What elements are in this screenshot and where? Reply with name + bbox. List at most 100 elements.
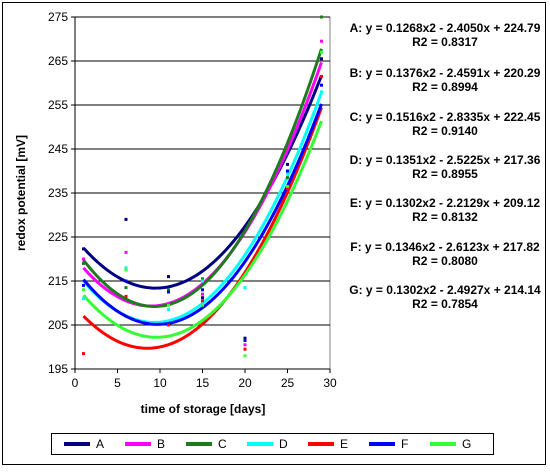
data-point-c (320, 15, 323, 19)
data-point-e (124, 294, 128, 298)
data-point-g (167, 303, 170, 307)
data-point-f (167, 290, 170, 294)
data-point-f (243, 338, 247, 342)
y-tick-label: 235 (48, 186, 68, 200)
equation-text: G: y = 0.1302x2 - 2.4927x + 214.14 (349, 283, 541, 297)
y-tick-label: 275 (48, 10, 68, 24)
data-point-f (82, 283, 85, 287)
y-tick-label: 255 (48, 98, 68, 112)
data-point-c (167, 288, 170, 292)
chart-frame: 195 205 215 225 235 245 255 265 275 0 5 10 15 20 25 30 … (2, 2, 546, 465)
legend-label: E (340, 437, 349, 451)
legend-label: F (401, 437, 409, 451)
equation-text: D: y = 0.1351x2 - 2.5225x + 217.36 (349, 153, 541, 167)
equation-text: C: y = 0.1516x2 - 2.8335x + 222.45 (349, 110, 541, 124)
x-tick-label: 5 (114, 376, 121, 390)
data-point-b (320, 39, 323, 43)
equation-text: B: y = 0.1376x2 - 2.4591x + 220.29 (349, 66, 541, 80)
x-tick-label: 10 (153, 376, 167, 390)
data-point-e (167, 323, 170, 327)
y-axis-title: redox potential [mV] (14, 135, 28, 251)
data-point-e (201, 299, 204, 303)
x-tick-label: 0 (72, 376, 79, 390)
data-point-b (201, 292, 204, 296)
data-point-d (124, 266, 128, 270)
data-point-d (82, 297, 85, 301)
legend-swatch (186, 442, 212, 446)
data-point-c (286, 176, 289, 180)
data-point-g (243, 354, 247, 358)
data-point-g (201, 303, 204, 307)
data-point-b (243, 343, 247, 347)
data-point-e (320, 74, 323, 78)
legend-label: A (96, 437, 105, 451)
data-point-b (82, 257, 85, 261)
legend-swatch (125, 442, 151, 446)
data-point-d (243, 286, 247, 290)
equation-text: E: y = 0.1302x2 - 2.2129x + 209.12 (349, 196, 541, 210)
y-tick-label: 215 (48, 274, 68, 288)
data-points (82, 15, 323, 358)
equation-e: E: y = 0.1302x2 - 2.2129x + 209.12 R2 = 0… (339, 196, 550, 224)
r-squared-text: R2 = 0.8132 (412, 210, 478, 224)
data-point-b (124, 250, 128, 254)
equation-text: A: y = 0.1268x2 - 2.4050x + 224.79 (349, 21, 541, 35)
data-point-d (286, 171, 289, 175)
legend-swatch (308, 442, 334, 446)
legend-label: B (157, 437, 166, 451)
data-point-a (286, 162, 289, 166)
trendlines (82, 48, 323, 350)
r-squared-text: R2 = 0.7854 (412, 297, 478, 311)
data-point-d (167, 308, 170, 312)
data-point-a (243, 336, 247, 340)
legend-label: G (462, 437, 472, 451)
legend: A B C D E F G (51, 433, 494, 455)
y-tick-label: 205 (48, 318, 68, 332)
legend-label: C (218, 437, 227, 451)
data-point-c (82, 261, 85, 265)
data-point-f (201, 288, 204, 292)
equation-g: G: y = 0.1302x2 - 2.4927x + 214.14 R2 = 0… (339, 283, 550, 311)
r-squared-text: R2 = 0.8994 (412, 80, 478, 94)
equation-c: C: y = 0.1516x2 - 2.8335x + 222.45 R2 = 0… (339, 110, 550, 138)
y-tick-label: 265 (48, 54, 68, 68)
data-point-c (124, 286, 128, 290)
data-point-a (82, 247, 85, 251)
trendline-g (82, 120, 323, 339)
equation-b: B: y = 0.1376x2 - 2.4591x + 220.29 R2 = 0… (339, 66, 550, 94)
r-squared-text: R2 = 0.8317 (412, 35, 478, 49)
y-tick-label: 225 (48, 230, 68, 244)
legend-swatch (430, 442, 456, 446)
x-tick-label: 15 (196, 376, 210, 390)
legend-swatch (369, 442, 395, 446)
y-tick-label: 195 (48, 362, 68, 376)
equation-d: D: y = 0.1351x2 - 2.5225x + 217.36 R2 = 0… (339, 153, 550, 181)
data-point-g (286, 184, 289, 188)
legend-swatch (64, 442, 90, 446)
equation-f: F: y = 0.1346x2 - 2.6123x + 217.82 R2 = 0… (339, 240, 550, 268)
data-point-e (82, 352, 85, 356)
x-tick-label: 30 (323, 376, 337, 390)
r-squared-text: R2 = 0.9140 (412, 124, 478, 138)
x-tick-label: 20 (238, 376, 252, 390)
data-point-g (124, 268, 128, 272)
data-point-a (124, 217, 128, 221)
data-point-f (124, 279, 128, 283)
data-point-c (201, 277, 204, 281)
x-axis-title: time of storage [days] (141, 402, 266, 416)
data-point-a (167, 275, 170, 279)
data-point-d (201, 279, 204, 283)
data-point-g (82, 288, 85, 292)
data-point-e (243, 347, 247, 351)
trendline-c (82, 48, 323, 308)
axes: 195 205 215 225 235 245 255 265 275 0 5 10 15 20 25 30 (48, 10, 337, 390)
data-point-a (201, 296, 204, 300)
equation-a: A: y = 0.1268x2 - 2.4050x + 224.79 R2 = 0… (339, 21, 550, 49)
legend-label: D (279, 437, 288, 451)
y-tick-label: 245 (48, 142, 68, 156)
trendline-f (82, 103, 323, 326)
data-point-d (320, 90, 323, 94)
data-point-f (286, 169, 289, 173)
data-point-e (286, 187, 289, 191)
